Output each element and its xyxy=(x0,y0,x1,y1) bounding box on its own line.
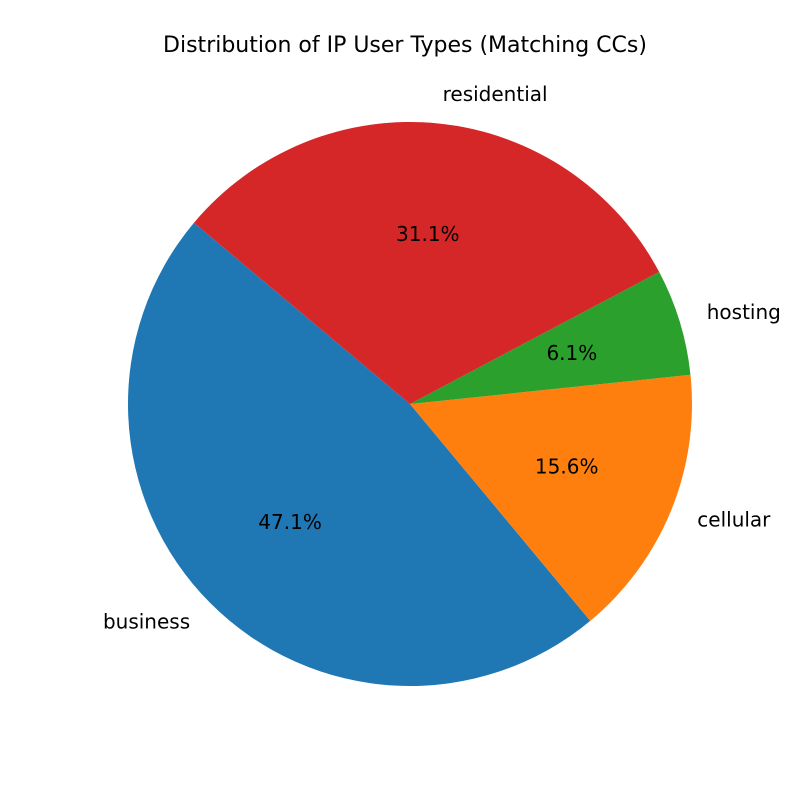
pie-slice xyxy=(193,122,660,404)
value-label: 47.1% xyxy=(258,510,322,534)
pie-slice xyxy=(128,222,591,686)
slice-label: cellular xyxy=(697,508,771,532)
chart-title: Distribution of IP User Types (Matching … xyxy=(163,33,647,58)
slice-label: hosting xyxy=(707,300,781,324)
pie-slice xyxy=(410,271,691,404)
slice-label: residential xyxy=(443,82,548,106)
pie-slice xyxy=(410,374,692,621)
value-label: 6.1% xyxy=(546,341,597,365)
value-label: 15.6% xyxy=(535,454,599,478)
slice-label: business xyxy=(103,609,190,633)
value-label: 31.1% xyxy=(396,222,460,246)
